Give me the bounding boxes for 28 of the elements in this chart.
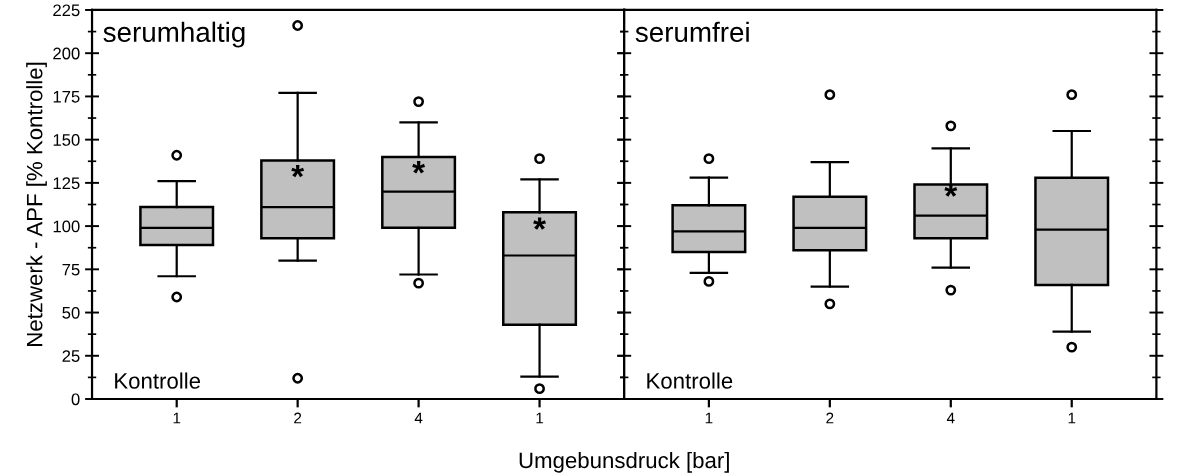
annotation: Kontrolle — [115, 372, 201, 389]
annotation: * — [533, 217, 547, 230]
y-axis-title: Netzwerk - APF [% Kontrolle] — [26, 62, 47, 346]
x-tick-label: 2 — [826, 412, 834, 424]
x-axis-title: Umgebunsdruck [bar] — [519, 451, 729, 473]
y-tick-label: 175 — [53, 91, 80, 103]
y-tick-label: 100 — [53, 220, 80, 233]
chart-title: serumhaltig — [103, 21, 245, 48]
chart-title: serumfrei — [635, 21, 749, 43]
x-tick-label: 4 — [414, 412, 423, 424]
y-tick-label: 225 — [53, 4, 80, 17]
x-tick-label: 2 — [294, 412, 302, 424]
x-tick-label: 1 — [1068, 412, 1076, 424]
y-tick-label: 150 — [53, 134, 80, 146]
annotation: * — [291, 164, 305, 178]
y-tick-label: 125 — [53, 177, 80, 190]
y-tick-label: 50 — [62, 306, 80, 319]
x-tick-label: 1 — [173, 412, 181, 424]
y-tick-label: 200 — [53, 47, 80, 60]
x-tick-label: 4 — [946, 412, 955, 424]
y-tick-label: 75 — [62, 263, 80, 276]
annotation: Kontrolle — [647, 372, 733, 389]
x-tick-label: 1 — [536, 412, 544, 424]
annotation: * — [412, 161, 426, 174]
y-tick-label: 25 — [62, 350, 80, 362]
annotation: * — [944, 184, 958, 197]
x-tick-label: 1 — [705, 412, 713, 424]
y-tick-label: 0 — [71, 393, 80, 406]
